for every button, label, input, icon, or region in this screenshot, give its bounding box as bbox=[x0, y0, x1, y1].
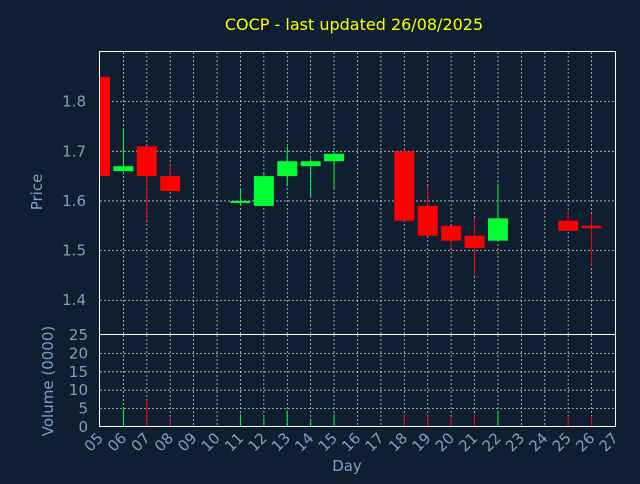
volume-bars bbox=[122, 399, 593, 427]
volume-tick-label: 0 bbox=[78, 418, 88, 436]
candle-body bbox=[558, 220, 579, 231]
x-axis-label: Day bbox=[332, 457, 362, 475]
candle-body bbox=[277, 161, 298, 177]
candle-body bbox=[136, 146, 157, 177]
candle-body bbox=[417, 205, 438, 236]
candle-body bbox=[324, 153, 345, 162]
price-tick-label: 1.7 bbox=[62, 142, 86, 160]
candle-body bbox=[300, 161, 321, 167]
volume-tick-label: 15 bbox=[69, 363, 88, 381]
candle-body bbox=[113, 166, 134, 172]
candle-body bbox=[394, 151, 415, 221]
candles bbox=[99, 76, 602, 276]
candle-body bbox=[581, 225, 602, 229]
volume-tick-label: 10 bbox=[69, 381, 88, 399]
price-tick-label: 1.4 bbox=[62, 291, 86, 309]
candle-body bbox=[253, 176, 274, 206]
chart-title: COCP - last updated 26/08/2025 bbox=[225, 15, 483, 34]
candle-body bbox=[441, 225, 462, 241]
volume-panel-frame bbox=[99, 334, 616, 427]
volume-tick-label: 25 bbox=[69, 326, 88, 344]
volume-tick-label: 20 bbox=[69, 344, 88, 362]
candle-body bbox=[464, 235, 485, 249]
volume-axis-label: Volume (0000) bbox=[39, 326, 57, 436]
price-tick-label: 1.8 bbox=[62, 93, 86, 111]
volume-tick-label: 5 bbox=[78, 400, 88, 418]
price-tick-labels: 1.4 1.5 1.6 1.7 1.8 bbox=[62, 93, 86, 310]
price-axis-label: Price bbox=[28, 174, 46, 211]
price-tick-label: 1.6 bbox=[62, 192, 86, 210]
price-tick-label: 1.5 bbox=[62, 242, 86, 260]
x-tick-labels: 0506070809101112131415161718192021222324… bbox=[81, 429, 622, 455]
candle-body bbox=[487, 218, 508, 241]
candle-body bbox=[230, 200, 251, 203]
candle-body bbox=[100, 76, 110, 177]
candle-body bbox=[160, 176, 181, 192]
